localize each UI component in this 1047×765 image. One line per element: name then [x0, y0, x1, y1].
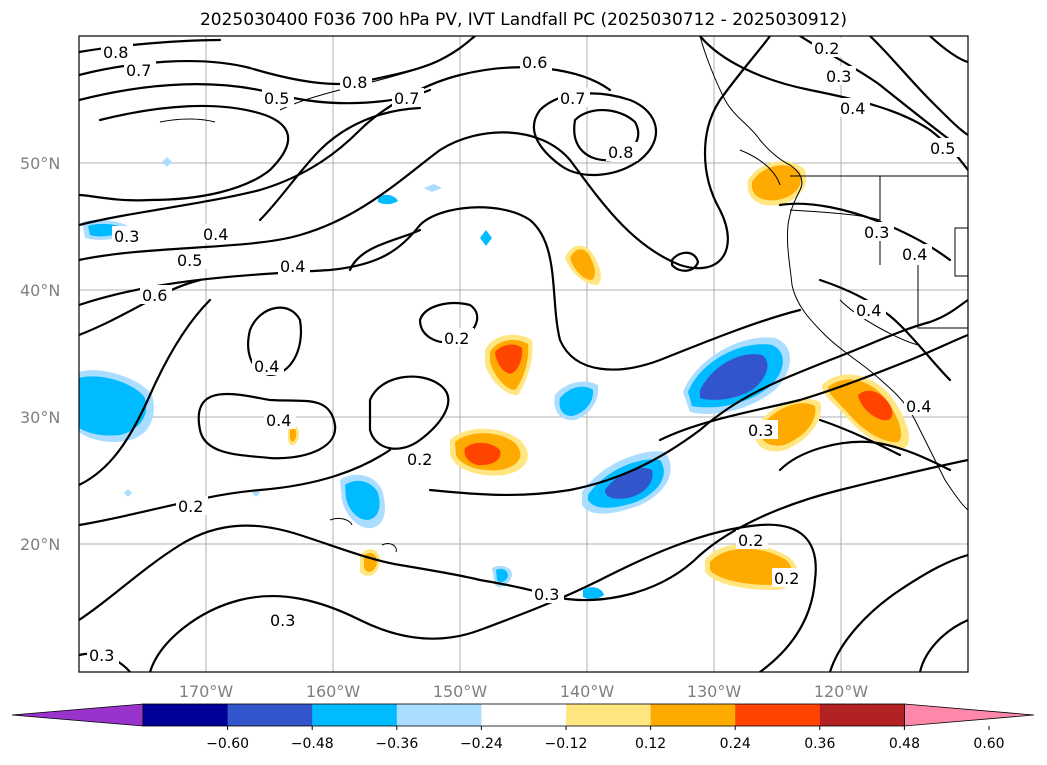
gridlines	[79, 36, 968, 672]
contour-label: 0.3	[864, 223, 889, 242]
colorbar-tick-label: −0.60	[206, 736, 249, 752]
contour-label: 0.8	[342, 73, 367, 92]
contour-label: 0.4	[856, 301, 881, 320]
contour-label: 0.7	[560, 89, 585, 108]
lon-tick-label: 170°W	[179, 682, 234, 701]
colorbar-bin	[143, 704, 229, 726]
lon-axis: 170°W 160°W 150°W 140°W 130°W 120°W	[179, 682, 869, 701]
lat-tick-label: 20°N	[20, 535, 60, 554]
colorbar-bin	[650, 704, 736, 726]
contour-label: 0.3	[270, 611, 295, 630]
contour-label: 0.6	[522, 53, 547, 72]
contour-label: 0.3	[826, 67, 851, 86]
contour-label: 0.4	[902, 245, 927, 264]
colorbar-bin	[735, 704, 821, 726]
shaded-regions	[79, 157, 910, 600]
colorbar-bin	[566, 704, 652, 726]
colorbar-tick-label: −0.24	[460, 736, 503, 752]
contour-label: 0.3	[534, 585, 559, 604]
colorbar-tick-label: 0.24	[720, 736, 751, 752]
contour-label: 0.3	[89, 646, 114, 665]
lat-tick-label: 40°N	[20, 281, 60, 300]
contour-label: 0.2	[407, 450, 432, 469]
colorbar: −0.60 −0.48 −0.36 −0.24 −0.12 0.12 0.24 0.36 0.4…	[11, 703, 1035, 752]
colorbar-bin	[227, 704, 313, 726]
contour-label: 0.7	[394, 89, 419, 108]
colorbar-outline	[142, 703, 905, 727]
contour-label: 0.2	[444, 329, 469, 348]
colorbar-tick-label: −0.48	[291, 736, 334, 752]
contour-label: 0.2	[814, 39, 839, 58]
colorbar-tick-label: −0.36	[375, 736, 418, 752]
map-frame	[78, 35, 969, 673]
lon-tick-label: 160°W	[306, 682, 361, 701]
lon-tick-label: 140°W	[560, 682, 615, 701]
contour-label: 0.4	[203, 225, 228, 244]
contour-label: 0.4	[280, 257, 305, 276]
colorbar-tick-label: −0.12	[545, 736, 588, 752]
contour-label: 0.4	[840, 99, 865, 118]
lat-tick-label: 30°N	[20, 408, 60, 427]
contour-label: 0.5	[930, 139, 955, 158]
colorbar-bin	[396, 704, 482, 726]
contour-label: 0.2	[178, 497, 203, 516]
contour-label: 0.8	[103, 43, 128, 62]
colorbar-extend-low	[11, 703, 144, 727]
contour-label: 0.2	[774, 569, 799, 588]
contour-label: 0.2	[738, 531, 763, 550]
colorbar-tick-label: 0.60	[973, 736, 1004, 752]
contour-label: 0.6	[142, 286, 167, 305]
lon-tick-label: 150°W	[433, 682, 488, 701]
colorbar-tick-label: 0.12	[635, 736, 666, 752]
colorbar-tick-label: 0.36	[804, 736, 835, 752]
lat-axis: 50°N 40°N 30°N 20°N	[20, 154, 60, 554]
contour-labels: 0.8 0.7 0.8 0.7 0.6 0.5 0.7 0.8 0.2 0.3 …	[87, 38, 960, 665]
lon-tick-label: 130°W	[687, 682, 742, 701]
contour-label: 0.4	[254, 357, 279, 376]
contour-label: 0.4	[906, 397, 931, 416]
contour-label: 0.5	[264, 89, 289, 108]
colorbar-bin	[819, 704, 905, 726]
colorbar-bin	[481, 704, 567, 726]
lon-tick-label: 120°W	[814, 682, 869, 701]
colorbar-tick-label: 0.48	[889, 736, 920, 752]
contour-label: 0.7	[126, 61, 151, 80]
coastlines	[159, 36, 968, 553]
contour-label: 0.4	[266, 411, 291, 430]
colorbar-extend-high	[904, 703, 1035, 727]
lat-tick-label: 50°N	[20, 154, 60, 173]
contour-label: 0.3	[748, 421, 773, 440]
contour-label: 0.8	[608, 143, 633, 162]
colorbar-bin	[312, 704, 398, 726]
contour-label: 0.5	[177, 251, 202, 270]
contour-label: 0.3	[114, 227, 139, 246]
map-title: 2025030400 F036 700 hPa PV, IVT Landfall…	[199, 10, 847, 30]
